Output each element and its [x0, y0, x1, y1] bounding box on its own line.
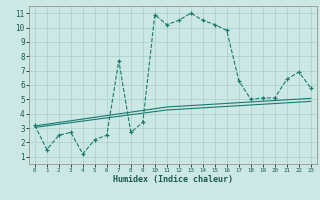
X-axis label: Humidex (Indice chaleur): Humidex (Indice chaleur)	[113, 175, 233, 184]
